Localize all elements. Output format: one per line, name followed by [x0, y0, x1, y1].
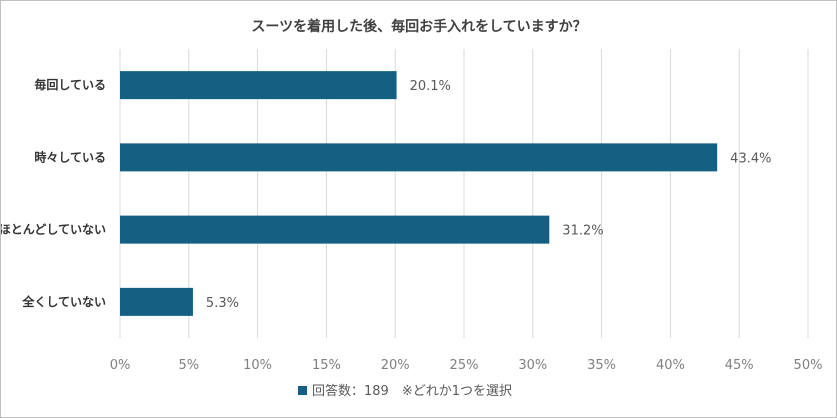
- x-tick-label: 15%: [312, 358, 341, 373]
- x-tick-label: 25%: [450, 358, 479, 373]
- x-tick-label: 5%: [178, 358, 199, 373]
- x-tick-label: 45%: [725, 358, 754, 373]
- x-tick-label: 30%: [518, 358, 547, 373]
- data-label: 43.4%: [730, 151, 771, 166]
- data-label: 20.1%: [410, 79, 451, 94]
- chart-title: スーツを着用した後、毎回お手入れをしていますか？: [251, 18, 586, 35]
- x-tick-label: 20%: [381, 358, 410, 373]
- data-labels: 20.1% 43.4% 31.2% 5.3%: [206, 79, 772, 311]
- bars: [120, 71, 718, 316]
- legend-label: 回答数：189 ※どれか1つを選択: [312, 383, 512, 399]
- category-label: 毎回している: [34, 77, 106, 92]
- legend-swatch: [298, 386, 307, 395]
- x-axis-ticks: 0% 5% 10% 15% 20% 25% 30% 35% 40% 45% 50%: [110, 358, 823, 373]
- x-tick-label: 0%: [110, 358, 131, 373]
- bar: [120, 215, 550, 244]
- x-tick-label: 35%: [587, 358, 616, 373]
- bar: [120, 71, 397, 100]
- bar: [120, 143, 718, 172]
- legend: 回答数：189 ※どれか1つを選択: [298, 383, 512, 399]
- data-label: 31.2%: [562, 224, 603, 239]
- category-label: 時々している: [34, 149, 106, 164]
- x-tick-label: 50%: [794, 358, 823, 373]
- data-label: 5.3%: [206, 296, 239, 311]
- category-label: ほとんどしていない: [1, 223, 106, 237]
- category-label: 全くしていない: [21, 294, 106, 309]
- bar: [120, 287, 193, 316]
- x-tick-label: 10%: [243, 358, 272, 373]
- x-tick-label: 40%: [656, 358, 685, 373]
